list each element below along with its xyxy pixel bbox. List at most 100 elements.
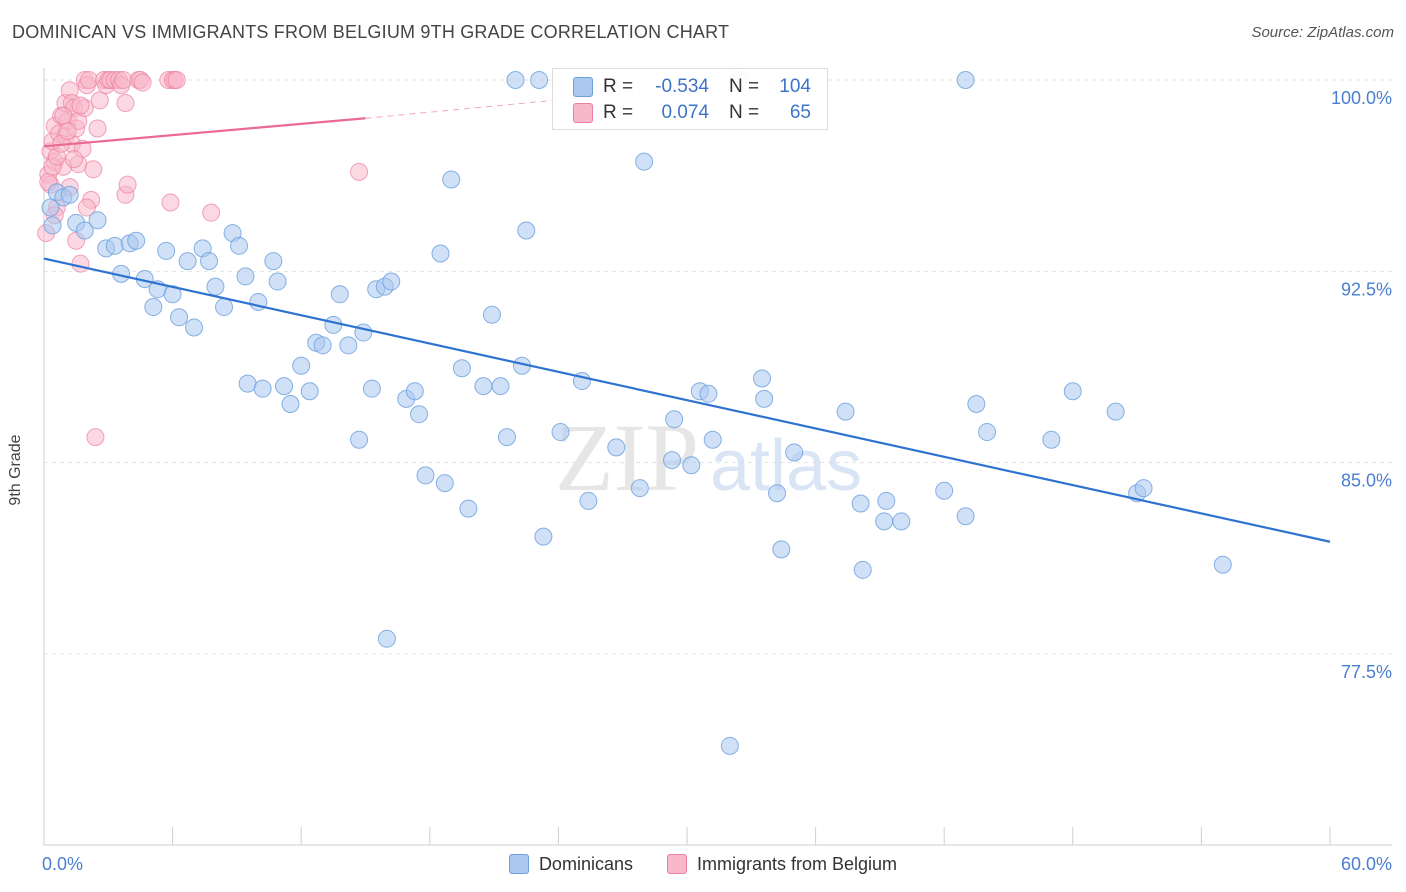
stats-n-label: N = (729, 76, 760, 97)
data-point-dominican (755, 389, 774, 408)
data-point-dominican (330, 285, 349, 304)
data-point-belgium (90, 91, 109, 110)
data-point-dominican (127, 231, 146, 250)
data-point-belgium (77, 198, 96, 217)
watermark-atlas: atlas (710, 426, 862, 506)
trend-line-belgium (43, 117, 366, 148)
data-point-dominican (1106, 402, 1125, 421)
data-point-dominican (416, 466, 435, 485)
legend-item-belgium[interactable]: Immigrants from Belgium (666, 853, 898, 875)
data-point-dominican (324, 315, 343, 334)
data-point-dominican (772, 540, 791, 559)
data-point-dominican (268, 272, 287, 291)
data-point-dominican (459, 499, 478, 518)
data-point-belgium (88, 119, 107, 138)
legend-label-dominicans: Dominicans (538, 853, 633, 874)
data-point-belgium (167, 71, 186, 89)
data-point-dominican (442, 170, 461, 189)
data-point-dominican (60, 185, 79, 204)
data-point-dominican (253, 379, 272, 398)
chart-title: DOMINICAN VS IMMIGRANTS FROM BELGIUM 9TH… (12, 22, 730, 42)
data-point-belgium (114, 71, 133, 89)
data-point-belgium (80, 71, 99, 89)
data-point-dominican (935, 481, 954, 500)
data-point-dominican (43, 216, 62, 235)
stats-r-label: R = (603, 76, 634, 97)
data-point-dominican (607, 438, 626, 457)
series-dominicans (41, 71, 1232, 755)
data-point-dominican (703, 430, 722, 449)
data-point-belgium (65, 150, 84, 169)
stats-r-label: R = (603, 102, 634, 123)
data-point-dominican (720, 736, 739, 755)
data-point-dominican (170, 308, 189, 327)
data-point-dominican (662, 451, 681, 470)
data-point-dominican (377, 629, 396, 648)
data-point-dominican (144, 298, 163, 317)
data-point-dominican (482, 305, 501, 324)
y-tick-label: 92.5% (1341, 279, 1392, 299)
legend-label-belgium: Immigrants from Belgium (696, 853, 898, 874)
legend: Dominicans Immigrants from Belgium (0, 852, 1406, 876)
watermark: ZIP atlas (555, 404, 862, 511)
data-point-dominican (967, 394, 986, 413)
data-point-dominican (206, 277, 225, 296)
data-point-dominican (491, 377, 510, 396)
data-point-dominican (665, 410, 684, 429)
stats-n-value: 65 (789, 102, 811, 123)
tick-labels: 77.5% 85.0% 92.5% 100.0% 0.0% 60.0% (42, 88, 1392, 874)
data-point-belgium (161, 193, 180, 212)
data-point-belgium (133, 73, 152, 92)
data-point-dominican (836, 402, 855, 421)
axes (43, 68, 1392, 846)
data-point-belgium (116, 93, 135, 112)
data-point-dominican (699, 384, 718, 403)
data-point-dominican (768, 484, 787, 503)
data-point-dominican (362, 379, 381, 398)
data-point-dominican (1213, 555, 1232, 574)
data-point-dominican (275, 377, 294, 396)
data-point-dominican (313, 336, 332, 355)
legend-item-dominicans[interactable]: Dominicans (508, 853, 633, 875)
x-tick-label: 60.0% (1341, 854, 1392, 874)
data-point-dominican (1042, 430, 1061, 449)
data-point-dominican (1063, 382, 1082, 401)
data-point-dominican (530, 71, 549, 89)
legend-swatch-pink (666, 854, 687, 874)
data-point-dominican (215, 298, 234, 317)
series-immigrants-from-belgium (37, 71, 369, 447)
stats-legend: R = -0.534 N = 104 R = 0.074 N = 65 (552, 68, 828, 130)
data-point-dominican (382, 272, 401, 291)
data-point-dominican (551, 423, 570, 442)
data-point-dominican (956, 507, 975, 526)
data-point-belgium (118, 175, 137, 194)
data-point-belgium (84, 160, 103, 179)
data-point-dominican (506, 71, 525, 89)
data-point-dominican (682, 456, 701, 475)
data-point-dominican (474, 377, 493, 396)
data-point-belgium (350, 162, 369, 181)
data-point-dominican (1134, 479, 1153, 498)
data-point-dominican (452, 359, 471, 378)
y-tick-label: 85.0% (1341, 471, 1392, 491)
data-point-dominican (497, 428, 516, 447)
data-point-dominican (236, 267, 255, 286)
data-point-dominican (350, 430, 369, 449)
data-point-dominican (956, 71, 975, 89)
data-point-dominican (105, 236, 124, 255)
data-point-dominican (753, 369, 772, 388)
y-tick-label: 100.0% (1331, 88, 1392, 108)
stats-swatch-blue (573, 77, 593, 97)
data-point-dominican (875, 512, 894, 531)
data-point-dominican (978, 423, 997, 442)
stats-row-dominicans: R = -0.534 N = 104 (573, 74, 811, 100)
stats-r-value: 0.074 (661, 102, 709, 123)
data-point-dominican (517, 221, 536, 240)
gridlines (44, 79, 1392, 655)
data-point-dominican (892, 512, 911, 531)
data-point-dominican (851, 494, 870, 513)
data-point-dominican (88, 211, 107, 230)
data-point-dominican (178, 252, 197, 271)
data-point-dominican (579, 491, 598, 510)
